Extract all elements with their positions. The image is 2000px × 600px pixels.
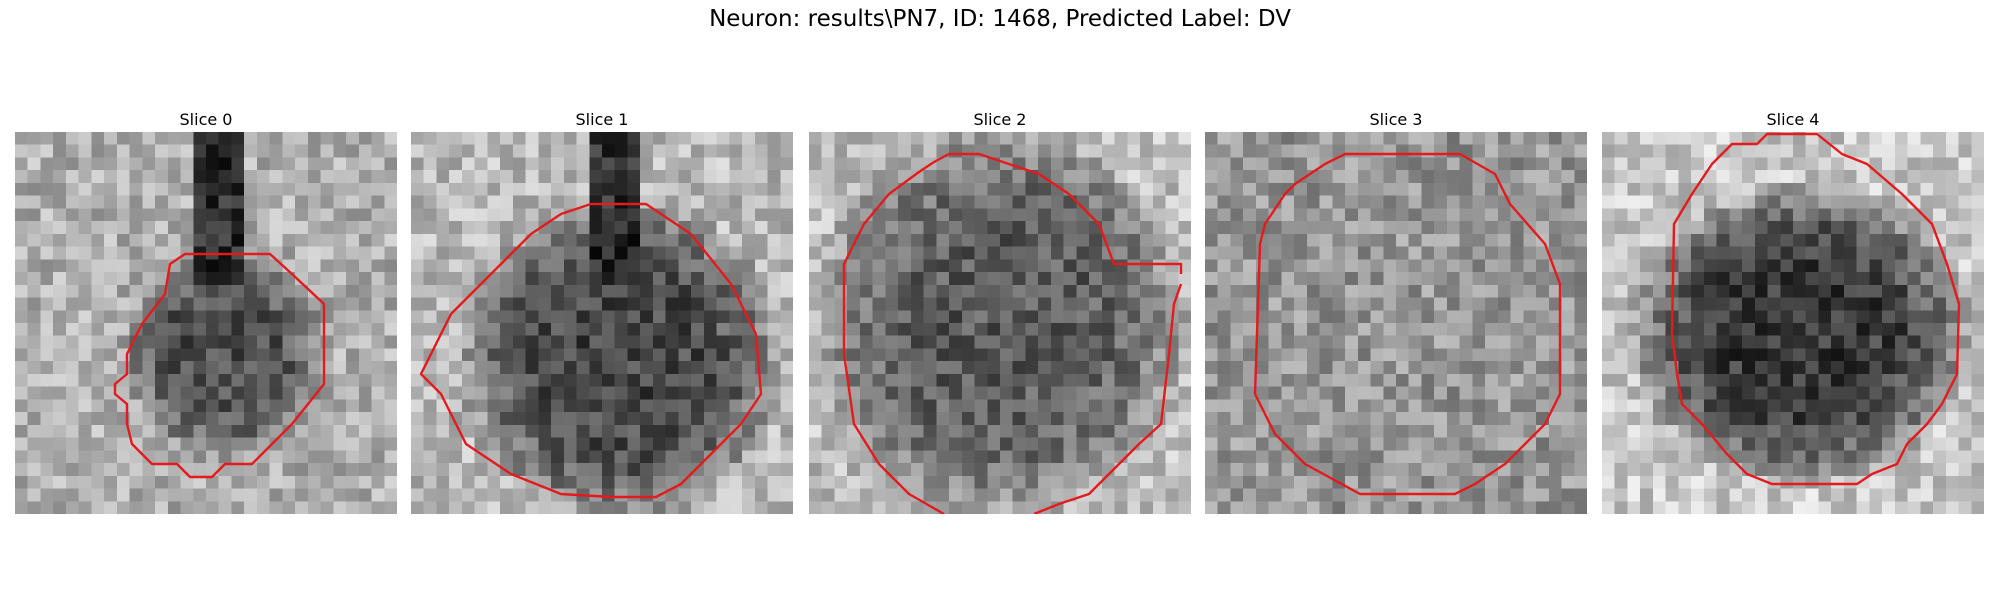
contour-outline <box>842 152 1183 514</box>
contour-outline <box>1670 132 1961 486</box>
contour-outline <box>113 252 326 479</box>
slice-title: Slice 4 <box>1766 110 1820 129</box>
slice-panel-4: Slice 4 <box>1602 108 1984 514</box>
slice-image <box>15 132 397 514</box>
slice-image <box>1602 132 1984 514</box>
contour-outline <box>419 202 763 499</box>
slice-title: Slice 3 <box>1369 110 1423 129</box>
slice-image <box>1205 132 1587 514</box>
slice-image <box>809 132 1191 514</box>
slice-image <box>411 132 793 514</box>
figure-title: Neuron: results\PN7, ID: 1468, Predicted… <box>709 6 1291 32</box>
slice-panel-1: Slice 1 <box>411 108 793 514</box>
grayscale-image <box>809 132 1191 514</box>
contour-outline <box>1253 152 1562 496</box>
grayscale-image <box>1602 132 1984 514</box>
slice-panel-0: Slice 0 <box>15 108 397 514</box>
slice-title: Slice 1 <box>575 110 629 129</box>
slice-panel-2: Slice 2 <box>809 108 1191 514</box>
slice-panel-3: Slice 3 <box>1205 108 1587 514</box>
grayscale-image <box>15 132 397 514</box>
grayscale-image <box>1205 132 1587 514</box>
slice-title: Slice 2 <box>973 110 1027 129</box>
slice-title: Slice 0 <box>179 110 233 129</box>
